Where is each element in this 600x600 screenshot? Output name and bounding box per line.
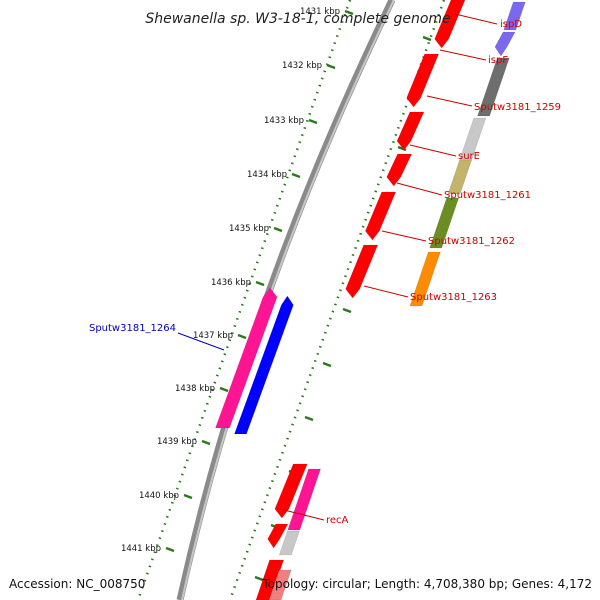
kbp-tick [201, 439, 211, 446]
kbp-label: 1441 kbp [121, 544, 161, 554]
gene-leader-line [396, 182, 443, 196]
gene-leader-line [381, 230, 427, 242]
gene-leader-line [177, 332, 225, 351]
gene-red-2 [406, 53, 440, 108]
gene-leader-line [439, 49, 487, 61]
gene-red-6 [345, 244, 379, 299]
gene-label: Sputw3181_1264 [89, 323, 176, 334]
gene-sputw3181-1264-magenta [215, 287, 278, 429]
gene-label: Sputw3181_1261 [444, 190, 531, 201]
kbp-tick-group: 1431 kbp 1432 kbp 1433 kbp 1434 kbp 1435 kbp… [121, 7, 432, 582]
gene-grey-small [278, 530, 300, 556]
genome-title: Shewanella sp. W3-18-1, complete genome [145, 11, 450, 27]
kbp-tick [255, 280, 265, 287]
kbp-label: 1431 kbp [300, 7, 340, 17]
accession-text: Accession: NC_008750 [9, 577, 146, 591]
gene-leader-line [363, 285, 409, 298]
gene-sputw3181-1263 [409, 251, 441, 307]
gene-red-3 [396, 111, 425, 151]
gene-label: ispF [488, 55, 508, 66]
gene-label: Sputw3181_1262 [428, 236, 515, 247]
gene-red-4 [386, 153, 413, 187]
gene-leader-line [279, 508, 325, 521]
kbp-tick [326, 63, 336, 70]
gene-label: ispD [500, 19, 522, 30]
gene-sputw3181-1259 [477, 57, 510, 117]
outer-ring-tick [342, 307, 352, 314]
gene-ispd [503, 1, 526, 31]
kbp-tick [165, 546, 175, 553]
outer-ring-tick [254, 575, 264, 582]
gene-reca [287, 468, 321, 531]
kbp-label: 1437 kbp [193, 331, 233, 341]
kbp-label: 1438 kbp [175, 384, 215, 394]
gene-leader-line [454, 13, 498, 25]
kbp-tick [273, 226, 283, 233]
kbp-ring [136, 0, 352, 600]
gene-reca-red [274, 463, 308, 519]
gene-red-5 [365, 191, 397, 241]
gene-leader-line [409, 144, 457, 157]
kbp-tick [237, 333, 247, 340]
kbp-tick [344, 9, 354, 16]
genome-backbone [176, 0, 396, 600]
gene-features [215, 0, 526, 600]
kbp-label: 1436 kbp [211, 278, 251, 288]
outer-ring-tick [397, 145, 407, 152]
gene-label: Sputw3181_1259 [474, 102, 561, 113]
gene-sputw3181-1261 [447, 159, 473, 195]
gene-label: Sputw3181_1263 [410, 292, 497, 303]
kbp-tick [219, 386, 229, 393]
kbp-label: 1435 kbp [229, 224, 269, 234]
gene-ispd-red [434, 0, 466, 49]
genome-backbone-highlight [181, 0, 395, 600]
kbp-tick [308, 118, 318, 125]
kbp-label: 1434 kbp [247, 170, 287, 180]
kbp-label: 1439 kbp [157, 437, 197, 447]
kbp-label: 1433 kbp [264, 116, 304, 126]
outer-ring-tick [422, 35, 432, 42]
outer-ring-tick [304, 415, 314, 422]
topology-text: Topology: circular; Length: 4,708,380 bp… [262, 577, 592, 591]
gene-label: recA [326, 515, 349, 526]
outer-ring-tick [322, 361, 332, 368]
gene-ispf [494, 31, 516, 57]
gene-red-8 [255, 559, 285, 600]
gene-sputw3181-1262 [429, 197, 460, 249]
gene-pink [268, 569, 292, 600]
kbp-tick [183, 493, 193, 500]
gene-sputw3181-1264 [234, 295, 294, 435]
kbp-label: 1432 kbp [282, 61, 322, 71]
gene-red-7 [267, 523, 289, 549]
gene-label: surE [458, 151, 480, 162]
gene-label-group: ispD ispF Sputw3181_1259 surE Sputw3181_1261… [89, 13, 561, 526]
kbp-label: 1440 kbp [139, 491, 179, 501]
gene-leader-line [426, 95, 473, 107]
kbp-tick [291, 172, 301, 179]
